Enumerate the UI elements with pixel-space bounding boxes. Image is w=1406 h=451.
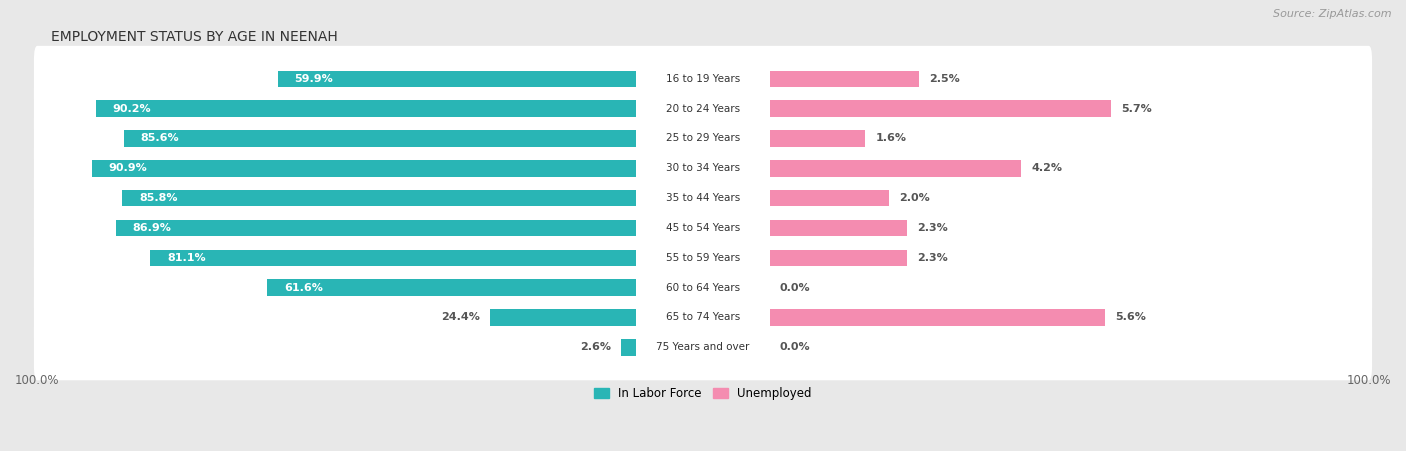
Text: 60 to 64 Years: 60 to 64 Years bbox=[666, 283, 740, 293]
Text: 45 to 54 Years: 45 to 54 Years bbox=[666, 223, 740, 233]
Text: 59.9%: 59.9% bbox=[294, 74, 333, 84]
Text: 2.6%: 2.6% bbox=[579, 342, 610, 352]
Text: 20 to 24 Years: 20 to 24 Years bbox=[666, 104, 740, 114]
Bar bbox=[769, 220, 907, 236]
Text: 55 to 59 Years: 55 to 59 Years bbox=[666, 253, 740, 263]
Bar bbox=[150, 249, 637, 266]
FancyBboxPatch shape bbox=[34, 165, 1372, 231]
Text: 75 Years and over: 75 Years and over bbox=[657, 342, 749, 352]
Text: 25 to 29 Years: 25 to 29 Years bbox=[666, 133, 740, 143]
FancyBboxPatch shape bbox=[34, 106, 1372, 171]
FancyBboxPatch shape bbox=[34, 255, 1372, 321]
Bar bbox=[115, 220, 637, 236]
Legend: In Labor Force, Unemployed: In Labor Force, Unemployed bbox=[589, 382, 817, 405]
Text: 16 to 19 Years: 16 to 19 Years bbox=[666, 74, 740, 84]
Bar bbox=[769, 101, 1111, 117]
Text: 65 to 74 Years: 65 to 74 Years bbox=[666, 313, 740, 322]
FancyBboxPatch shape bbox=[34, 76, 1372, 142]
Text: 2.3%: 2.3% bbox=[917, 253, 948, 263]
Bar bbox=[769, 71, 920, 87]
FancyBboxPatch shape bbox=[34, 195, 1372, 261]
Bar bbox=[769, 249, 907, 266]
Text: 4.2%: 4.2% bbox=[1031, 163, 1062, 173]
Bar bbox=[769, 160, 1021, 176]
Text: 35 to 44 Years: 35 to 44 Years bbox=[666, 193, 740, 203]
FancyBboxPatch shape bbox=[34, 225, 1372, 291]
Text: 85.8%: 85.8% bbox=[139, 193, 177, 203]
Text: EMPLOYMENT STATUS BY AGE IN NEENAH: EMPLOYMENT STATUS BY AGE IN NEENAH bbox=[51, 30, 337, 44]
Text: 24.4%: 24.4% bbox=[441, 313, 481, 322]
Text: 5.7%: 5.7% bbox=[1121, 104, 1152, 114]
Bar bbox=[267, 280, 637, 296]
Bar bbox=[277, 71, 637, 87]
Text: 86.9%: 86.9% bbox=[132, 223, 172, 233]
Text: 85.6%: 85.6% bbox=[141, 133, 179, 143]
Text: 5.6%: 5.6% bbox=[1115, 313, 1146, 322]
Text: 30 to 34 Years: 30 to 34 Years bbox=[666, 163, 740, 173]
Bar bbox=[769, 309, 1105, 326]
Bar bbox=[621, 339, 637, 355]
Text: 0.0%: 0.0% bbox=[779, 342, 810, 352]
Text: 0.0%: 0.0% bbox=[779, 283, 810, 293]
Bar bbox=[491, 309, 637, 326]
FancyBboxPatch shape bbox=[34, 285, 1372, 350]
Text: 90.9%: 90.9% bbox=[108, 163, 148, 173]
Text: 90.2%: 90.2% bbox=[112, 104, 152, 114]
FancyBboxPatch shape bbox=[34, 314, 1372, 380]
Bar bbox=[91, 160, 637, 176]
Text: 2.3%: 2.3% bbox=[917, 223, 948, 233]
Bar bbox=[769, 190, 890, 207]
FancyBboxPatch shape bbox=[34, 135, 1372, 201]
Text: 2.0%: 2.0% bbox=[900, 193, 931, 203]
Text: 61.6%: 61.6% bbox=[284, 283, 323, 293]
Bar bbox=[124, 130, 637, 147]
Text: 81.1%: 81.1% bbox=[167, 253, 205, 263]
Bar bbox=[769, 130, 866, 147]
Bar bbox=[122, 190, 637, 207]
Text: Source: ZipAtlas.com: Source: ZipAtlas.com bbox=[1274, 9, 1392, 19]
Text: 1.6%: 1.6% bbox=[876, 133, 907, 143]
Bar bbox=[96, 101, 637, 117]
Text: 2.5%: 2.5% bbox=[929, 74, 960, 84]
FancyBboxPatch shape bbox=[34, 46, 1372, 112]
